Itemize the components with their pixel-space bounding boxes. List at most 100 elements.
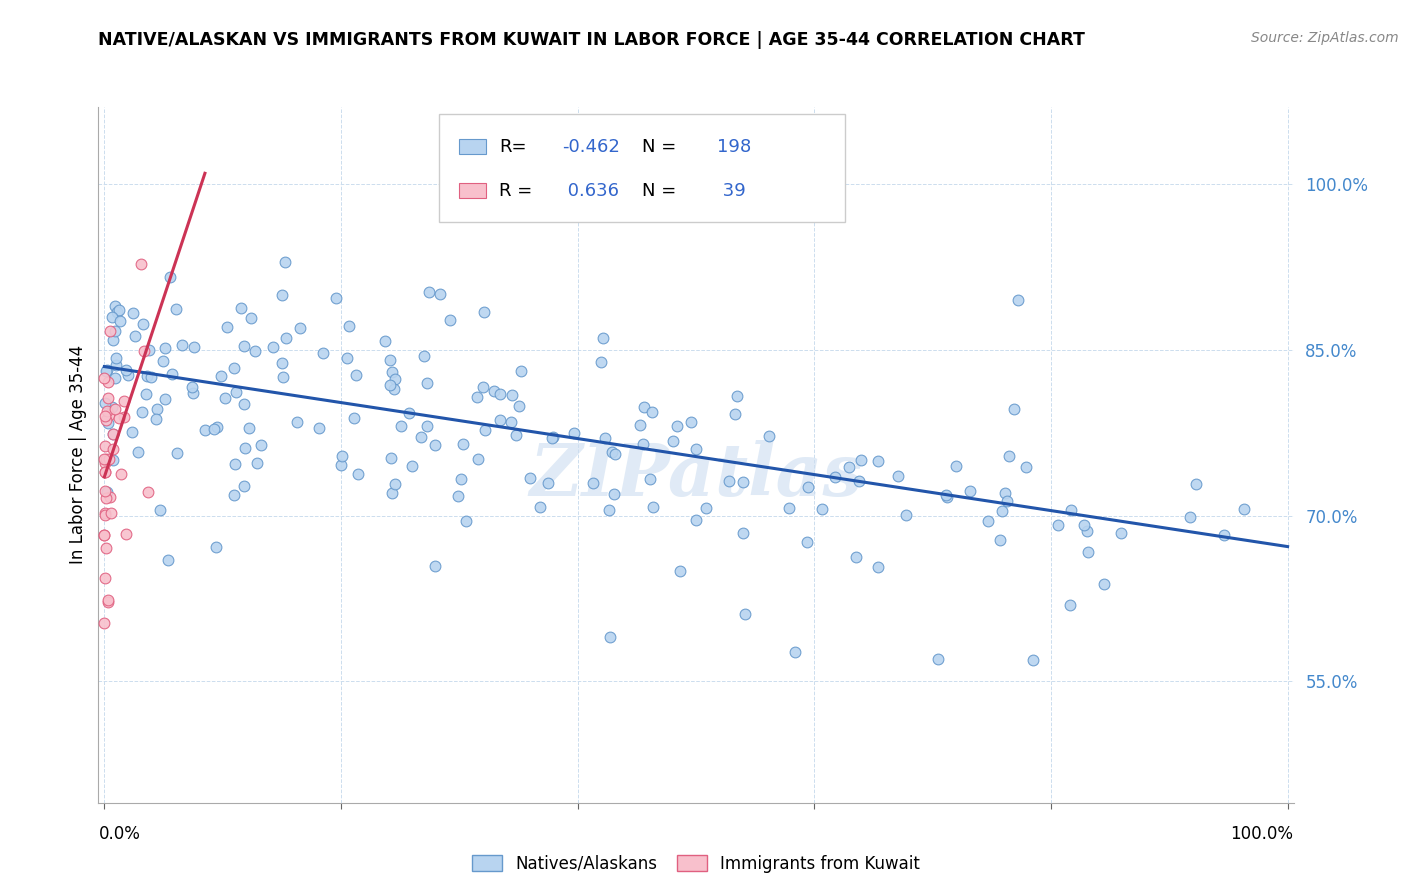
Point — [717, 474, 740, 488]
Point — [389, 419, 412, 434]
Point — [104, 370, 127, 384]
Point — [160, 367, 183, 381]
Point — [1109, 526, 1132, 541]
Point — [112, 394, 135, 409]
Text: NATIVE/ALASKAN VS IMMIGRANTS FROM KUWAIT IN LABOR FORCE | AGE 35-44 CORRELATION : NATIVE/ALASKAN VS IMMIGRANTS FROM KUWAIT… — [98, 31, 1085, 49]
Point — [101, 426, 124, 441]
Point — [887, 468, 910, 483]
Point — [778, 500, 800, 515]
Point — [246, 456, 269, 470]
Point — [380, 450, 402, 465]
Point — [170, 337, 193, 351]
Point — [105, 305, 128, 319]
Y-axis label: In Labor Force | Age 35-44: In Labor Force | Age 35-44 — [69, 345, 87, 565]
Point — [94, 456, 117, 470]
Point — [337, 318, 360, 333]
Point — [450, 472, 472, 486]
Point — [117, 368, 139, 382]
Point — [93, 528, 115, 542]
Point — [959, 483, 981, 498]
Point — [104, 401, 127, 416]
Point — [633, 400, 655, 414]
Point — [271, 356, 294, 370]
Point — [868, 453, 890, 467]
Point — [628, 417, 651, 432]
Point — [103, 333, 125, 347]
Point — [416, 376, 439, 391]
Point — [105, 351, 128, 366]
Point — [1213, 528, 1236, 542]
Point — [100, 506, 122, 520]
Point — [1077, 545, 1099, 559]
Point — [1233, 501, 1256, 516]
Point — [381, 365, 404, 379]
Point — [97, 391, 120, 405]
Point — [382, 382, 405, 396]
Point — [94, 506, 117, 520]
Point — [97, 375, 120, 389]
Point — [209, 369, 232, 384]
Point — [725, 389, 748, 403]
Point — [796, 481, 818, 495]
Point — [205, 419, 228, 434]
Point — [927, 651, 949, 665]
Point — [131, 405, 153, 419]
Point — [848, 474, 870, 488]
Point — [121, 425, 143, 439]
Point — [93, 508, 115, 522]
Point — [508, 400, 530, 414]
Point — [796, 535, 818, 549]
Point — [1073, 518, 1095, 533]
Point — [156, 553, 179, 567]
Point — [845, 549, 868, 564]
Point — [1047, 517, 1070, 532]
Point — [232, 478, 254, 492]
Point — [112, 410, 135, 425]
Point — [439, 313, 461, 327]
Point — [194, 423, 217, 437]
Point — [115, 527, 138, 541]
Point — [243, 344, 266, 359]
Point — [599, 630, 621, 644]
Point — [1022, 653, 1045, 667]
Point — [222, 361, 245, 376]
Point — [685, 513, 707, 527]
Point — [592, 331, 614, 345]
Point — [429, 286, 451, 301]
Legend: Natives/Alaskans, Immigrants from Kuwait: Natives/Alaskans, Immigrants from Kuwait — [465, 848, 927, 880]
Point — [96, 491, 118, 506]
Point — [121, 306, 143, 320]
Point — [93, 571, 115, 585]
Point — [501, 415, 523, 429]
Point — [136, 485, 159, 500]
Point — [312, 346, 335, 360]
Text: 39: 39 — [717, 182, 747, 200]
Point — [165, 302, 187, 317]
Point — [412, 349, 434, 363]
Text: -0.462: -0.462 — [562, 137, 620, 156]
Point — [183, 386, 205, 401]
Point — [343, 411, 366, 425]
Point — [446, 489, 468, 503]
Point — [731, 475, 754, 490]
Point — [94, 484, 117, 499]
Point — [505, 427, 527, 442]
Text: R=: R= — [499, 137, 526, 156]
Point — [97, 408, 120, 422]
Point — [336, 351, 359, 366]
Point — [734, 607, 756, 621]
Point — [94, 409, 117, 423]
Point — [214, 391, 236, 405]
Point — [138, 343, 160, 357]
Point — [488, 413, 510, 427]
Point — [250, 438, 273, 452]
Point — [416, 419, 439, 434]
Point — [107, 302, 129, 317]
Point — [501, 388, 523, 402]
Point — [562, 425, 585, 440]
Point — [274, 331, 297, 345]
Point — [181, 380, 204, 394]
Point — [229, 301, 252, 315]
Point — [641, 405, 664, 419]
Point — [600, 445, 623, 459]
